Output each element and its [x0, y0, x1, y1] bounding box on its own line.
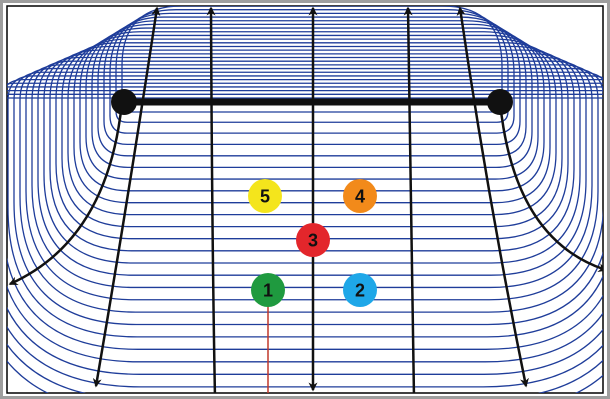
marker-4: 4 — [343, 179, 377, 213]
field-line-right-outer — [498, 101, 603, 272]
field-line-right-mid — [403, 6, 416, 393]
field-line-left-inner — [92, 6, 161, 388]
marker-1-label: 1 — [263, 281, 273, 301]
marker-4-dot — [343, 179, 377, 213]
field-line-left-mid — [206, 6, 217, 393]
marker-1-dot — [251, 273, 285, 307]
marker-5-dot — [248, 179, 282, 213]
electrode-right — [487, 89, 513, 115]
marker-3-label: 3 — [308, 231, 318, 251]
marker-1: 1 — [251, 273, 285, 307]
field-line-right-inner — [456, 6, 529, 388]
marker-3-dot — [296, 223, 330, 257]
marker-2: 2 — [343, 273, 377, 307]
marker-5: 5 — [248, 179, 282, 213]
field-lines — [8, 6, 603, 393]
electrode-left — [111, 89, 137, 115]
marker-5-label: 5 — [260, 187, 270, 207]
marker-3: 3 — [296, 223, 330, 257]
marker-4-label: 4 — [355, 187, 365, 207]
marker-2-dot — [343, 273, 377, 307]
marker-2-label: 2 — [355, 281, 365, 301]
